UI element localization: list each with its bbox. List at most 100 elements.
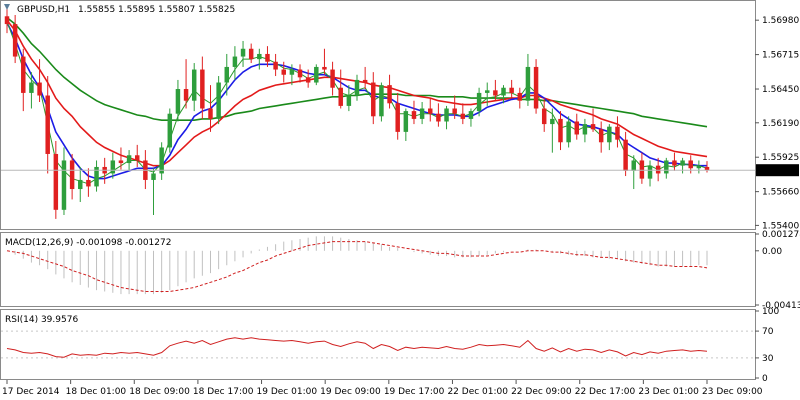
candle-body bbox=[118, 160, 124, 164]
candle-body bbox=[362, 79, 368, 83]
symbol-label: GBPUSD,H1 bbox=[17, 5, 70, 15]
price-tick-label: 1.56190 bbox=[762, 119, 799, 129]
rsi-tick-label: 30 bbox=[762, 354, 774, 364]
price-axis: 1.56980 1.56715 1.56450 1.56190 1.55925 1.556… bbox=[755, 16, 799, 231]
rsi-path bbox=[6, 337, 708, 358]
candle-body bbox=[371, 82, 376, 117]
candle-body bbox=[200, 69, 205, 109]
time-tick-label: 18 Dec 09:00 bbox=[129, 387, 190, 397]
candle-body bbox=[379, 85, 384, 117]
candle-body bbox=[468, 111, 474, 119]
candle-body bbox=[134, 155, 140, 161]
candle-body bbox=[598, 129, 604, 143]
rsi-pane[interactable] bbox=[0, 309, 756, 380]
macd-signal-path bbox=[6, 241, 708, 292]
macd-axis: 0.001278 0.00 -0.004132 bbox=[755, 230, 800, 311]
candle-body bbox=[281, 69, 286, 75]
candle-body bbox=[444, 108, 449, 122]
candle-body bbox=[37, 82, 42, 96]
candle-body bbox=[574, 121, 580, 135]
candle-body bbox=[110, 160, 116, 174]
candle-body bbox=[615, 126, 620, 140]
time-tick-label: 22 Dec 01:00 bbox=[447, 387, 508, 397]
candle-body bbox=[395, 103, 400, 132]
rsi-line bbox=[6, 337, 708, 358]
price-pane[interactable] bbox=[0, 0, 756, 230]
time-tick-label: 19 Dec 01:00 bbox=[257, 387, 318, 397]
candle-body bbox=[704, 166, 710, 171]
macd-label: MACD(12,26,9) -0.001098 -0.001272 bbox=[5, 238, 171, 248]
candle-body bbox=[240, 48, 246, 57]
ohlc-low: 1.55807 bbox=[158, 5, 195, 15]
rsi-axis: 100 70 30 0 bbox=[755, 307, 779, 384]
candle-body bbox=[672, 160, 677, 166]
candle-body bbox=[436, 113, 441, 122]
candle-body bbox=[566, 121, 571, 143]
ohlc-close: 1.55825 bbox=[198, 5, 235, 15]
price-tick-label: 1.55660 bbox=[762, 188, 799, 198]
candle-body bbox=[354, 79, 360, 96]
candle-body bbox=[476, 92, 482, 112]
candle-body bbox=[53, 153, 59, 210]
candle-body bbox=[297, 69, 303, 78]
candle-body bbox=[4, 16, 10, 25]
candle-body bbox=[232, 56, 238, 67]
time-tick-label: 18 Dec 01:00 bbox=[66, 387, 127, 397]
candle-body bbox=[175, 89, 181, 114]
price-tick-label: 1.55400 bbox=[762, 221, 799, 231]
candle-body bbox=[305, 77, 311, 83]
candle-body bbox=[623, 139, 628, 171]
candle-body bbox=[12, 24, 18, 57]
candle-body bbox=[208, 108, 213, 119]
candle-body bbox=[191, 69, 197, 101]
price-tick-label: 1.56715 bbox=[762, 51, 799, 61]
candle-body bbox=[688, 160, 693, 169]
time-tick-label: 22 Dec 17:00 bbox=[575, 387, 636, 397]
chart-triangle-icon[interactable] bbox=[4, 4, 10, 10]
time-axis: 17 Dec 2014 18 Dec 01:00 18 Dec 09:00 18 De… bbox=[2, 380, 763, 397]
rsi-tick-label: 100 bbox=[762, 307, 779, 317]
last-price-label: 1.55825 bbox=[759, 166, 796, 176]
candle-body bbox=[484, 90, 490, 93]
time-tick-label: 17 Dec 2014 bbox=[2, 387, 60, 397]
candle-body bbox=[224, 66, 230, 83]
candle-body bbox=[647, 165, 653, 179]
candle-body bbox=[330, 69, 335, 88]
candle-body bbox=[403, 111, 409, 132]
candle-body bbox=[460, 113, 466, 119]
time-tick-label: 19 Dec 09:00 bbox=[320, 387, 381, 397]
candle-body bbox=[314, 66, 319, 83]
candle-body bbox=[273, 61, 278, 70]
candle-body bbox=[525, 66, 531, 101]
candle-body bbox=[680, 160, 685, 166]
candle-body bbox=[517, 92, 523, 101]
candle-body bbox=[78, 179, 83, 190]
macd-pane[interactable] bbox=[0, 232, 756, 307]
time-tick-label: 18 Dec 17:00 bbox=[193, 387, 254, 397]
candle-body bbox=[550, 118, 555, 125]
candle-body bbox=[216, 82, 221, 119]
candle-body bbox=[346, 95, 352, 106]
candle-body bbox=[265, 53, 270, 62]
last-price-box bbox=[756, 164, 799, 177]
candle-body bbox=[509, 87, 514, 93]
price-tick-label: 1.56980 bbox=[762, 16, 799, 26]
ohlc-open: 1.55855 bbox=[78, 5, 115, 15]
candle-body bbox=[655, 165, 661, 174]
candle-body bbox=[387, 85, 392, 104]
rsi-label: RSI(14) 39.9576 bbox=[5, 315, 78, 325]
candle-body bbox=[452, 108, 457, 114]
candle-body bbox=[159, 147, 164, 174]
candle-body bbox=[86, 179, 91, 187]
candle-body bbox=[493, 90, 498, 96]
macd-tick-label: -0.004132 bbox=[762, 301, 800, 311]
candle-body bbox=[664, 160, 669, 174]
candle-body bbox=[639, 160, 645, 179]
ohlc-high: 1.55895 bbox=[118, 5, 155, 15]
candle-body bbox=[411, 111, 417, 119]
candle-body bbox=[69, 160, 75, 190]
candle-body bbox=[167, 113, 173, 148]
macd-signal-line bbox=[6, 241, 708, 292]
candle-body bbox=[533, 66, 539, 109]
